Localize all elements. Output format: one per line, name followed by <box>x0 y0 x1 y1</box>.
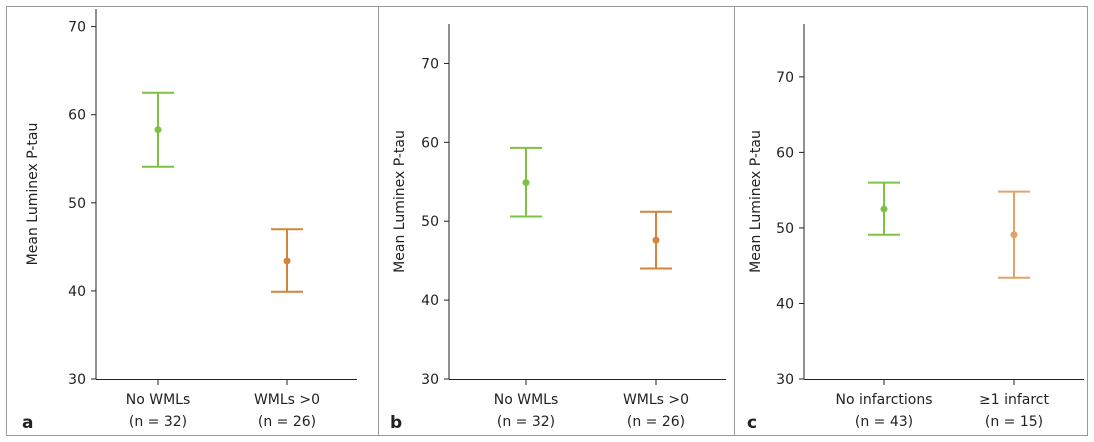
y-tick-label: 30 <box>68 372 86 388</box>
y-tick-label: 50 <box>776 221 794 237</box>
y-tick-label: 60 <box>776 145 794 161</box>
x-tick-sublabel: (n = 26) <box>258 414 316 430</box>
mean-point <box>522 179 530 187</box>
x-tick-label: WMLs >0 <box>254 392 320 408</box>
y-axis-label: Mean Luminex P-tau <box>392 130 408 273</box>
y-tick-label: 40 <box>776 296 794 312</box>
x-tick-sublabel: (n = 32) <box>129 414 187 430</box>
y-tick-label: 40 <box>421 293 439 309</box>
x-tick-sublabel: (n = 43) <box>855 414 913 430</box>
x-tick-sublabel: (n = 15) <box>985 414 1043 430</box>
panel-label: a <box>22 413 33 433</box>
mean-point <box>154 126 162 134</box>
y-tick-label: 60 <box>68 108 86 124</box>
x-tick-label: WMLs >0 <box>623 392 689 408</box>
panel-label: c <box>747 413 757 433</box>
mean-point <box>283 257 291 265</box>
y-tick-label: 40 <box>68 284 86 300</box>
chart-panel-b: 30 40 50 60 70 Mean Luminex P-tau b No WMLs (n =… <box>390 24 726 433</box>
x-tick-sublabel: (n = 26) <box>627 414 685 430</box>
mean-point <box>1010 231 1018 239</box>
y-tick-label: 70 <box>776 70 794 86</box>
y-tick-label: 60 <box>421 135 439 151</box>
y-tick-label: 70 <box>68 20 86 36</box>
y-axis-label: Mean Luminex P-tau <box>748 130 764 273</box>
y-axis-label: Mean Luminex P-tau <box>25 123 41 266</box>
y-tick-label: 50 <box>68 196 86 212</box>
x-tick-label: No infarctions <box>835 392 932 408</box>
y-tick-label: 70 <box>421 56 439 72</box>
mean-point <box>880 205 888 213</box>
figure-frame <box>6 6 1088 436</box>
panel-label: b <box>390 413 402 433</box>
chart-panel-a: 30 40 50 60 70 Mean Luminex P-tau a No WMLs (n =… <box>22 9 357 433</box>
x-tick-label: ≥1 infarct <box>979 392 1050 408</box>
y-tick-label: 50 <box>421 214 439 230</box>
y-tick-label: 30 <box>421 372 439 388</box>
x-tick-label: No WMLs <box>494 392 559 408</box>
x-tick-sublabel: (n = 32) <box>497 414 555 430</box>
x-tick-label: No WMLs <box>126 392 191 408</box>
y-tick-label: 30 <box>776 372 794 388</box>
chart-panel-c: 30 40 50 60 70 Mean Luminex P-tau c No infarcti… <box>747 24 1084 433</box>
mean-point <box>652 236 660 244</box>
